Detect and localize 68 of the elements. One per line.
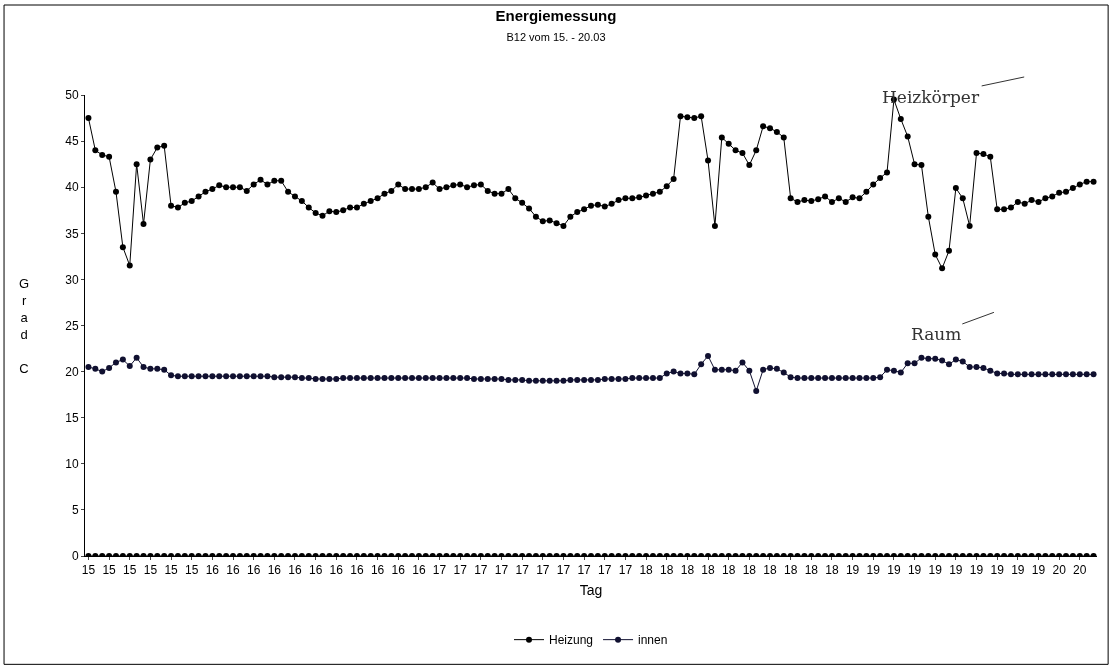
- text: Grad C: [19, 276, 30, 376]
- y-tick-label: 10: [65, 457, 79, 471]
- x-tick-label: 19: [1031, 563, 1046, 578]
- y-tick-label: 40: [65, 180, 79, 195]
- x-tick-label: 19: [887, 563, 901, 578]
- x-tick-label: 18: [763, 563, 777, 578]
- chart-subtitle: B12 vom 15. - 20.03: [506, 30, 606, 43]
- x-tick-label: 18: [742, 563, 757, 578]
- x-tick-label: 16: [391, 563, 406, 578]
- y-tick-label: 0: [71, 549, 79, 564]
- x-tick-label: 16: [308, 563, 323, 578]
- x-tick-label: 16: [370, 563, 385, 578]
- x-tick-label: 18: [783, 563, 798, 578]
- y-tick-label: 5: [71, 503, 79, 518]
- x-tick-label: 17: [453, 563, 468, 578]
- x-tick-label: 19: [845, 563, 860, 578]
- x-tick-label: 18: [660, 563, 674, 578]
- y-tick-label: 25: [65, 318, 79, 333]
- x-tick-label: 16: [226, 563, 240, 578]
- x-axis-title: Tag: [579, 581, 603, 598]
- x-tick-label: 18: [701, 563, 716, 578]
- x-tick-label: 16: [412, 563, 426, 578]
- x-tick-label: 18: [639, 563, 654, 578]
- x-tick-label: 17: [577, 563, 592, 578]
- x-tick-label: 17: [618, 563, 633, 578]
- chart-title: Energiemessung: [495, 7, 617, 25]
- x-tick-label: 19: [1011, 563, 1025, 578]
- x-tick-label: 16: [246, 563, 261, 578]
- x-tick-label: 16: [350, 563, 364, 578]
- y-tick-label: 15: [65, 410, 79, 425]
- x-tick-label: 15: [123, 563, 137, 578]
- x-tick-label: 19: [949, 563, 963, 578]
- x-tick-label: 17: [556, 563, 571, 578]
- x-tick-label: 15: [143, 563, 158, 578]
- y-tick-label: 20: [65, 364, 79, 379]
- y-tick-label: 35: [65, 226, 79, 241]
- x-tick-label: 16: [267, 563, 282, 578]
- annotation: Raum: [911, 324, 962, 344]
- x-tick-label: 17: [474, 563, 488, 578]
- x-tick-label: 17: [432, 563, 447, 578]
- x-tick-label: 18: [804, 563, 819, 578]
- x-tick-label: 19: [990, 563, 1005, 578]
- x-tick-label: 17: [494, 563, 509, 578]
- x-tick-label: 19: [969, 563, 984, 578]
- x-tick-label: 16: [288, 563, 302, 578]
- x-tick-label: 19: [866, 563, 881, 578]
- x-tick-label: 17: [536, 563, 550, 578]
- legend-label: Heizung: [549, 633, 594, 648]
- legend-label: innen: [638, 633, 668, 648]
- y-tick-label: 30: [65, 272, 79, 287]
- x-tick-label: 18: [680, 563, 695, 578]
- x-tick-label: 20: [1052, 563, 1067, 578]
- x-tick-label: 15: [81, 563, 96, 578]
- x-tick-label: 19: [907, 563, 922, 578]
- x-tick-label: 16: [205, 563, 220, 578]
- x-tick-label: 16: [329, 563, 344, 578]
- annotation: Heizkörper: [882, 87, 980, 107]
- y-tick-label: 45: [65, 134, 79, 149]
- x-tick-label: 20: [1073, 563, 1087, 578]
- y-tick-label: 50: [65, 88, 79, 103]
- x-tick-label: 19: [928, 563, 943, 578]
- x-tick-label: 18: [722, 563, 736, 578]
- x-tick-label: 15: [164, 563, 179, 578]
- x-tick-label: 18: [825, 563, 839, 578]
- x-tick-label: 15: [102, 563, 117, 578]
- x-tick-label: 15: [185, 563, 199, 578]
- x-tick-label: 17: [598, 563, 612, 578]
- x-tick-label: 17: [515, 563, 530, 578]
